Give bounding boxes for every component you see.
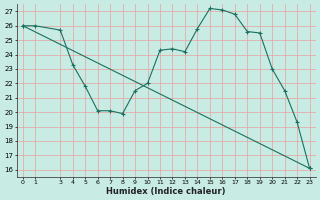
X-axis label: Humidex (Indice chaleur): Humidex (Indice chaleur) — [107, 187, 226, 196]
